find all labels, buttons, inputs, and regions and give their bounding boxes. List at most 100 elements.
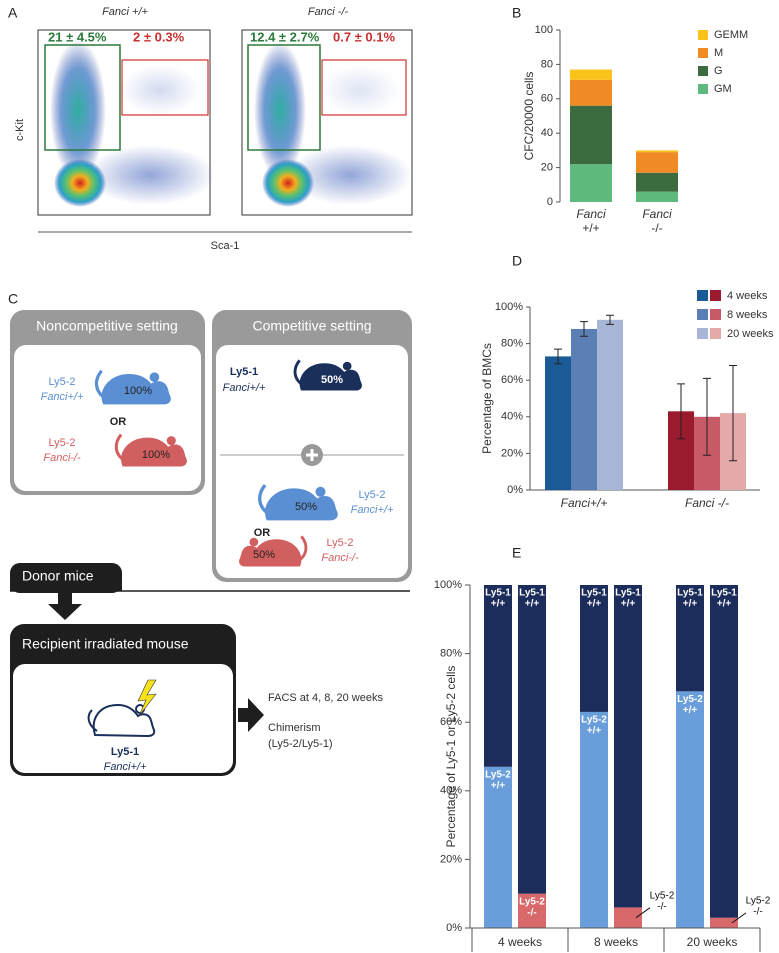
y-tick-label: 20% [501,447,523,459]
y-tick-label: 40% [501,411,523,423]
segment-label: Ly5-1 [615,588,641,599]
segment-label: Ly5-2 [581,715,607,726]
segment-label: Ly5-2 [485,769,511,780]
strain: Ly5-2 [48,376,75,388]
y-tick-label: 40% [440,785,462,797]
error-bar [703,377,711,456]
y-axis-label: Percentage of Ly5-1 or Ly5-2 cells [444,666,458,848]
gate-label: 0.7 ± 0.1% [333,29,396,44]
bar-segment [636,152,678,173]
x-tick-label: Fanci [576,207,606,221]
segment-label: +/+ [491,780,506,791]
y-tick-label: 60 [541,93,553,105]
panel-letter: C [8,291,18,307]
density-plot [241,29,413,216]
y-tick-label: 0% [507,484,523,496]
bar-segment [676,691,704,928]
genotype: Fanci+/+ [41,391,84,403]
y-tick-label: 80% [440,648,462,660]
segment-label: -/- [657,901,666,912]
y-tick-label: 80% [501,338,523,350]
strain: Ly5-2 [48,437,75,449]
segment-label: Ly5-2 [650,890,675,901]
share: 100% [142,449,170,461]
legend-swatch [697,328,708,339]
error-bar [677,383,685,440]
callout-line [731,912,747,924]
segment-label: Ly5-1 [519,588,545,599]
legend-swatch [697,309,708,320]
bar [571,328,597,490]
callout-line [635,907,651,919]
panel-letter: D [512,253,522,269]
y-tick-label: 0 [547,196,553,208]
setting-title: Competitive setting [252,318,371,334]
readout: FACS at 4, 8, 20 weeks [268,692,383,704]
genotype: Fanci+/+ [104,761,147,773]
density-plot [37,29,215,216]
bar-segment [570,164,612,202]
x-tick-label: -/- [651,221,662,235]
bar-segment [518,893,546,928]
gate-label: 12.4 ± 2.7% [250,29,320,44]
genotype: Fanci-/- [321,552,359,564]
arrow [48,591,82,620]
share: 100% [124,385,152,397]
bar-segment [570,105,612,165]
legend-swatch [710,290,721,301]
strain: Ly5-1 [111,746,139,758]
x-tick-label: Fanci+/+ [561,496,608,510]
y-tick-label: 20 [541,162,553,174]
genotype: Fanci-/- [43,452,81,464]
bar-segment [518,585,546,894]
segment-label: Ly5-2 [746,895,771,906]
segment-label: Ly5-2 [519,896,545,907]
legend-swatch [697,290,708,301]
share: 50% [295,501,317,513]
group-label: 8 weeks [594,935,638,949]
error-bar [729,365,737,462]
legend-label: G [714,65,723,77]
segment-label: Ly5-1 [581,588,607,599]
panel-letter: B [512,5,521,21]
segment-label: +/+ [587,726,602,737]
donor-label: Donor mice [22,568,94,584]
legend-label: 8 weeks [727,309,768,321]
y-tick-label: 100% [495,301,523,313]
segment-label: +/+ [683,599,698,610]
y-tick-label: 60% [440,716,462,728]
bar-segment [570,69,612,80]
panel-letter: A [8,5,18,21]
y-tick-label: 0% [446,922,462,934]
segment-label: Ly5-2 [677,694,703,705]
axis-label: Sca-1 [211,240,240,252]
readout: (Ly5-2/Ly5-1) [268,738,333,750]
radiation-icon [137,679,157,717]
bar-segment [484,766,512,928]
segment-label: +/+ [683,705,698,716]
legend-label: M [714,47,723,59]
segment-label: +/+ [621,599,636,610]
gate-label: 2 ± 0.3% [133,29,185,44]
plot-title: Fanci -/- [308,6,349,18]
error-bar [554,348,562,365]
share: 50% [321,374,343,386]
or-label: OR [254,527,271,539]
bar-segment [580,585,608,712]
segment-label: +/+ [491,599,506,610]
strain: Ly5-1 [230,366,258,378]
arrow [238,698,264,732]
segment-label: Ly5-1 [485,588,511,599]
bar-segment [710,917,738,928]
plus-icon [306,449,318,461]
strain: Ly5-2 [326,537,353,549]
x-tick-label: +/+ [582,221,599,235]
axis-label: c-Kit [14,119,26,141]
legend-swatch [698,66,708,76]
genotype: Fanci+/+ [223,382,266,394]
error-bar [606,314,614,325]
gate-label: 21 ± 4.5% [48,29,107,44]
legend-label: GEMM [714,29,748,41]
y-axis-label: Percentage of BMCs [480,343,494,454]
